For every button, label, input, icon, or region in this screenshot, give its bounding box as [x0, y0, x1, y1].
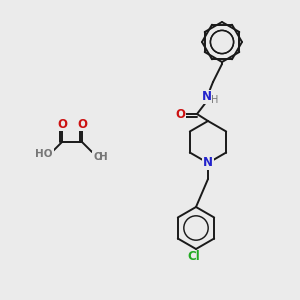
- Text: O: O: [93, 152, 102, 162]
- Text: H: H: [99, 152, 108, 162]
- Text: O: O: [77, 118, 87, 130]
- Text: O: O: [175, 107, 185, 121]
- Text: O: O: [57, 118, 67, 130]
- Text: HO: HO: [35, 149, 53, 159]
- Text: N: N: [203, 157, 213, 169]
- Text: N: N: [202, 91, 212, 103]
- Text: H: H: [211, 95, 219, 105]
- Text: Cl: Cl: [188, 250, 200, 263]
